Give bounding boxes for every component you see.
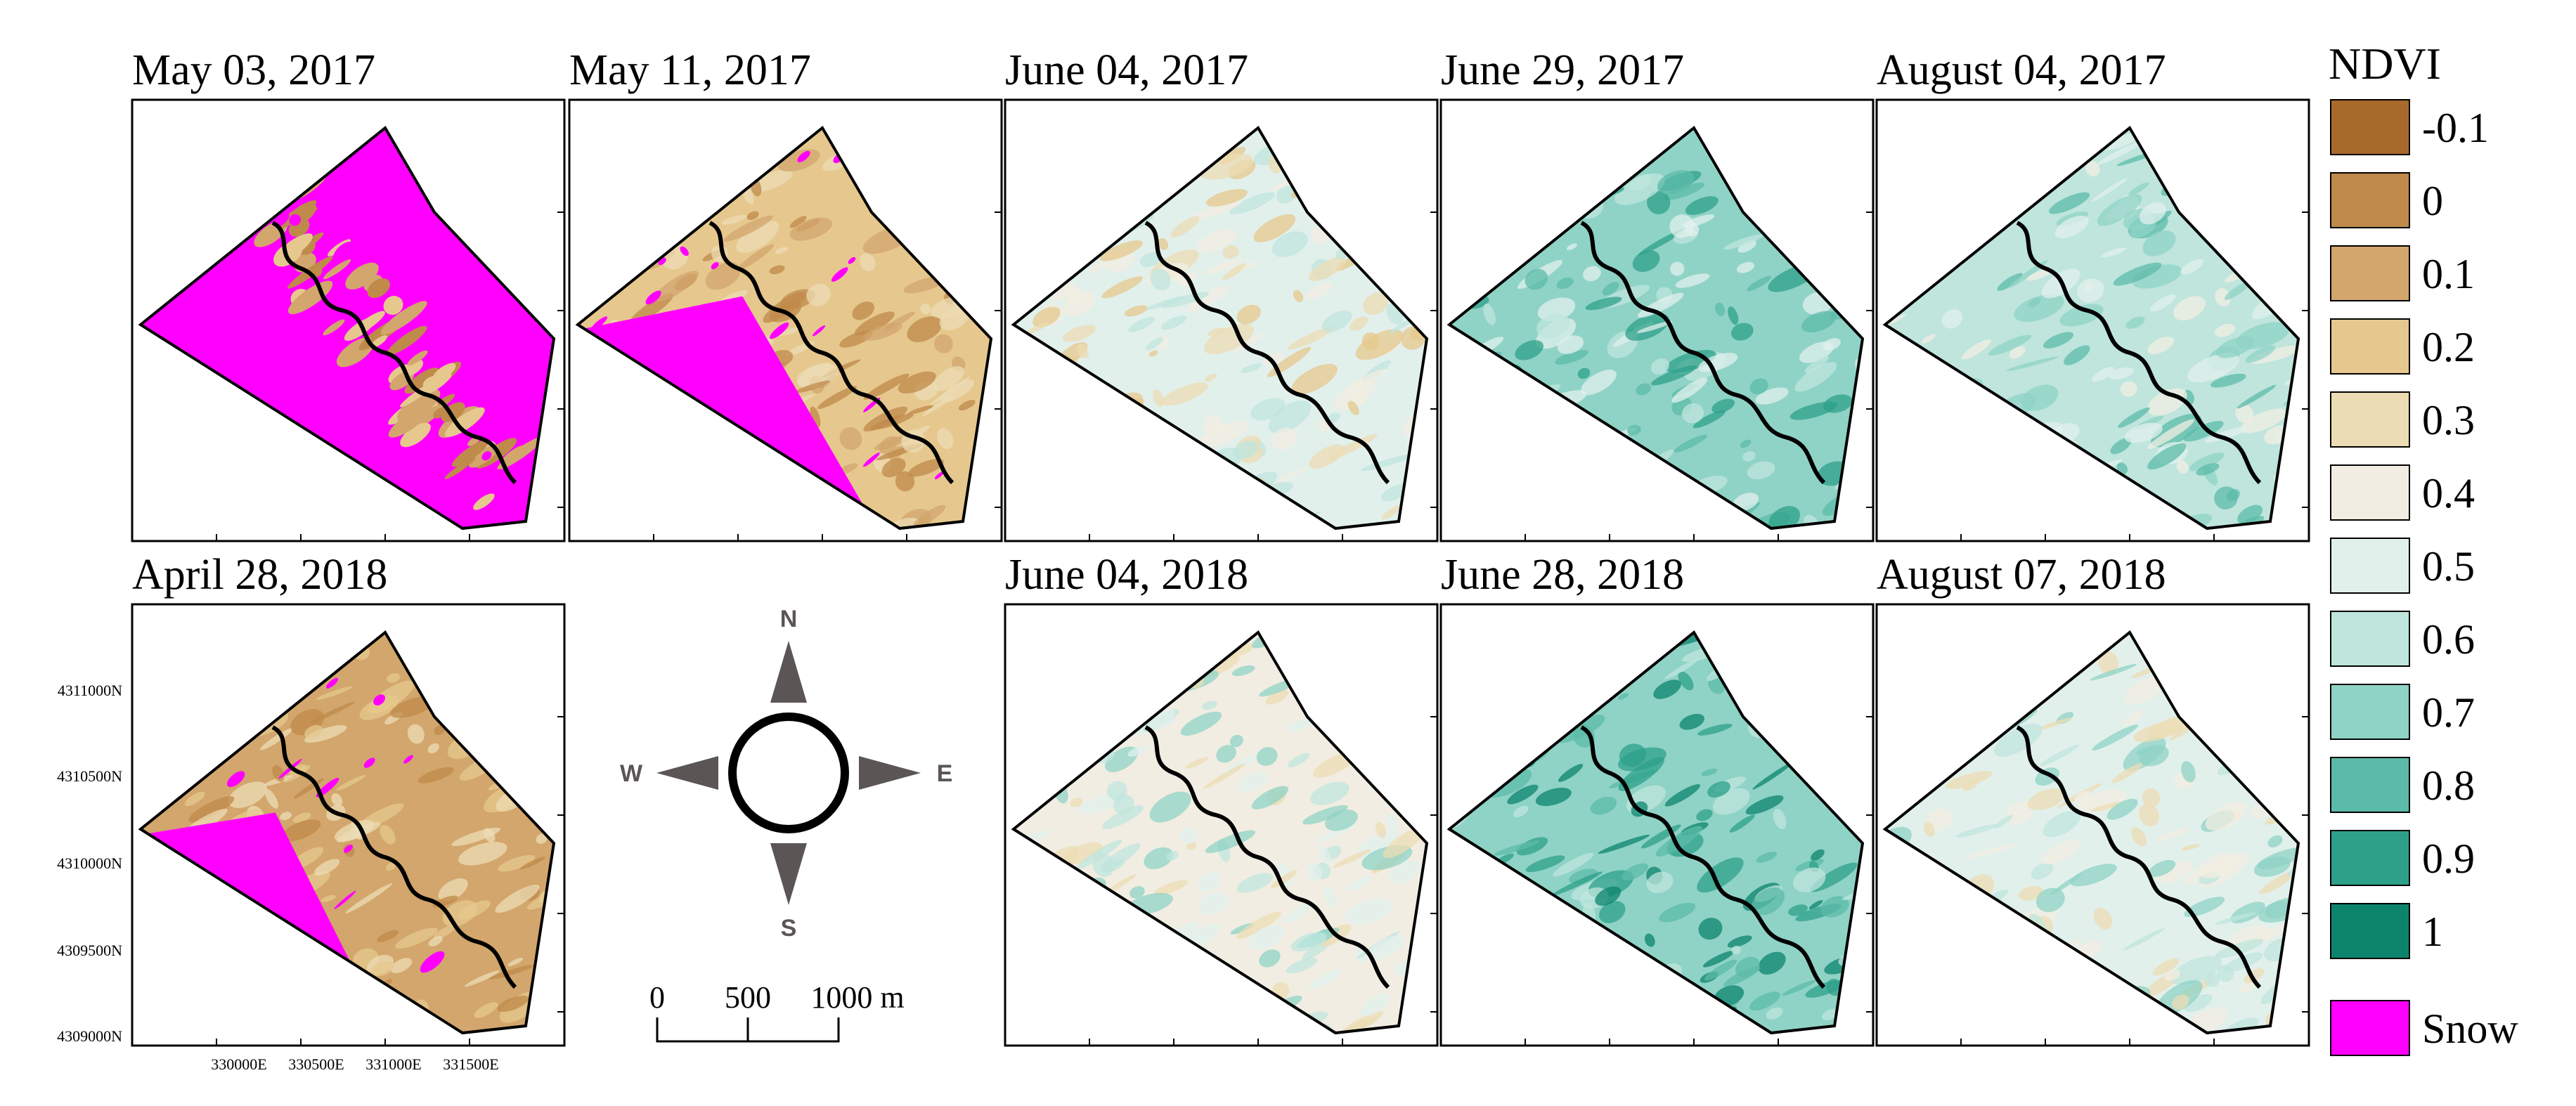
legend-swatch [2330, 830, 2410, 886]
map-panel: April 28, 2018 [131, 551, 566, 1047]
map-panel: June 28, 2018 [1439, 551, 1875, 1047]
study-area-boundary [138, 125, 556, 531]
legend-label: Snow [2422, 1006, 2518, 1052]
legend-label: 0.5 [2422, 543, 2475, 590]
legend-swatch [2330, 99, 2410, 155]
map-panels: May 03, 2017 May 11, 2017 June 04, 2017 Jun… [131, 46, 2310, 1047]
river-line [1580, 725, 1826, 989]
map-panel: May 11, 2017 [568, 46, 1003, 542]
legend-swatch [2330, 611, 2410, 667]
study-area-boundary [575, 125, 993, 531]
scale-bar-label: 500 [725, 980, 771, 1015]
river-line [2016, 221, 2262, 485]
river-line [2016, 725, 2262, 989]
legend-label: -0.1 [2422, 105, 2489, 151]
scale-bar: 0 500 1000 m [649, 980, 905, 1043]
legend-swatch [2330, 318, 2410, 375]
legend-label: 0 [2422, 178, 2443, 224]
panel-date-title: June 29, 2017 [1441, 46, 1684, 94]
study-area-boundary [1882, 630, 2300, 1035]
legend-label: 0.6 [2422, 616, 2475, 663]
legend-label: 0.9 [2422, 835, 2475, 882]
coordinate-axes: 4311000N 4310500N 4310000N 4309500N 4309000N… [57, 682, 499, 1073]
study-area-boundary [1446, 630, 1865, 1035]
y-tick-label: 4310000N [57, 854, 122, 872]
river-line [271, 725, 517, 989]
legend-label: 0.8 [2422, 762, 2475, 809]
y-tick-label: 4309500N [57, 942, 122, 959]
map-panel: August 04, 2017 [1875, 46, 2310, 542]
scale-bar-line [656, 1017, 840, 1043]
legend-label: 0.2 [2422, 324, 2475, 370]
y-tick-label: 4310500N [57, 767, 122, 785]
compass-north-arrow [770, 641, 807, 703]
panel-date-title: May 03, 2017 [132, 46, 375, 94]
compass-rose: N S E W [620, 606, 952, 942]
legend-label: 1 [2422, 909, 2443, 955]
panel-date-title: May 11, 2017 [569, 46, 811, 94]
legend-swatch [2330, 757, 2410, 813]
legend-swatch [2330, 1000, 2410, 1056]
x-tick-label: 330000E [211, 1055, 266, 1073]
legend-swatch [2330, 538, 2410, 594]
panel-date-title: June 04, 2018 [1005, 551, 1248, 599]
study-area-boundary [1882, 125, 2300, 531]
legend-swatch [2330, 464, 2410, 521]
river-line [1580, 221, 1826, 485]
map-panel: June 04, 2017 [1004, 46, 1439, 542]
map-panel: May 03, 2017 [131, 46, 566, 542]
river-line [1144, 725, 1390, 989]
compass-label-e: E [937, 760, 953, 787]
y-tick-label: 4309000N [57, 1027, 122, 1045]
compass-label-w: W [620, 760, 643, 787]
legend-label: 0.7 [2422, 689, 2475, 736]
legend-swatch [2330, 903, 2410, 959]
legend-swatch [2330, 245, 2410, 301]
compass-south-arrow [770, 843, 807, 905]
river-line [708, 221, 954, 485]
panel-date-title: August 07, 2018 [1877, 551, 2166, 599]
river-line [271, 221, 517, 485]
study-area-boundary [1446, 125, 1865, 531]
compass-west-arrow [656, 756, 718, 790]
panel-date-title: June 28, 2018 [1441, 551, 1684, 599]
compass-east-arrow [859, 756, 921, 790]
x-tick-label: 331000E [365, 1055, 421, 1073]
scale-bar-label: 0 [649, 980, 665, 1015]
study-area-boundary [1011, 125, 1429, 531]
map-panel: August 07, 2018 [1875, 551, 2310, 1047]
panel-date-title: August 04, 2017 [1877, 46, 2166, 94]
study-area-boundary [1011, 630, 1429, 1035]
map-panel: June 04, 2018 [1004, 551, 1439, 1047]
panel-date-title: April 28, 2018 [132, 551, 387, 599]
y-tick-label: 4311000N [58, 682, 122, 699]
map-panel: June 29, 2017 [1439, 46, 1875, 542]
legend-label: 0.4 [2422, 470, 2475, 516]
legend-title: NDVI [2329, 39, 2441, 89]
legend-swatch [2330, 172, 2410, 228]
legend-label: 0.3 [2422, 397, 2475, 443]
compass-label-n: N [780, 606, 798, 632]
compass-label-s: S [781, 915, 797, 942]
legend-swatch [2330, 391, 2410, 448]
river-line [1144, 221, 1390, 485]
scale-bar-label: 1000 m [810, 980, 904, 1015]
x-tick-label: 330500E [288, 1055, 344, 1073]
ndvi-legend: NDVI -0.1 0 0.1 0.2 0.3 0.4 0.5 0.6 0.7 0.8 0.9 1 Sno… [2329, 39, 2518, 1056]
panel-date-title: June 04, 2017 [1005, 46, 1248, 94]
x-tick-label: 331500E [443, 1055, 498, 1073]
legend-swatch [2330, 684, 2410, 740]
legend-label: 0.1 [2422, 251, 2475, 297]
study-area-boundary [138, 630, 556, 1035]
